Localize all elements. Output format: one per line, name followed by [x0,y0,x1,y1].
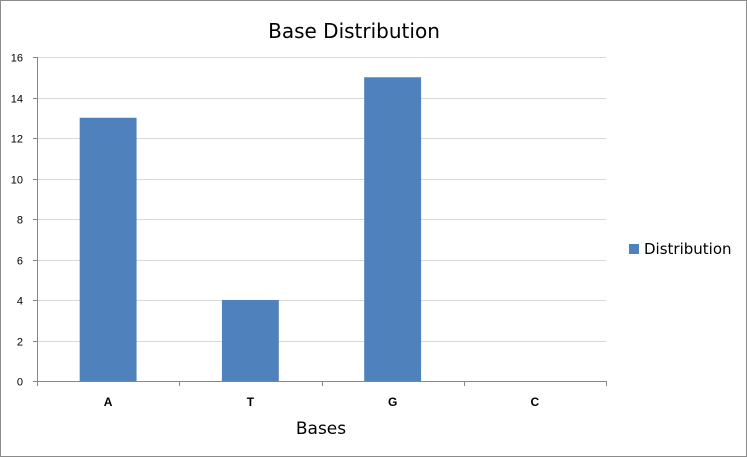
y-tick-labels: 0 2 4 6 8 10 12 14 16 [11,53,23,389]
y-tick-label: 8 [17,215,23,227]
y-tick-label: 14 [11,94,23,106]
y-tick-label: 0 [17,377,23,389]
y-tick-label: 6 [17,256,23,268]
y-tick-label: 4 [17,296,23,308]
y-tick-label: 16 [11,53,23,65]
y-tick-label: 2 [17,337,23,349]
y-tick-label: 10 [11,175,23,187]
x-tick-label: T [247,395,255,409]
bar-G [364,77,422,381]
x-tick-label: A [104,395,113,409]
x-tick-label: C [531,395,540,409]
bars [79,77,422,381]
axes [33,57,607,386]
x-axis-title: Bases [296,419,346,439]
x-tick-label: G [388,395,397,409]
legend-swatch [629,244,639,254]
y-tick-label: 12 [11,134,23,146]
legend-label: Distribution [644,240,732,258]
legend: Distribution [629,240,732,258]
chart-title: Base Distribution [268,19,440,43]
bar-A [79,117,137,381]
bar-T [221,300,279,381]
